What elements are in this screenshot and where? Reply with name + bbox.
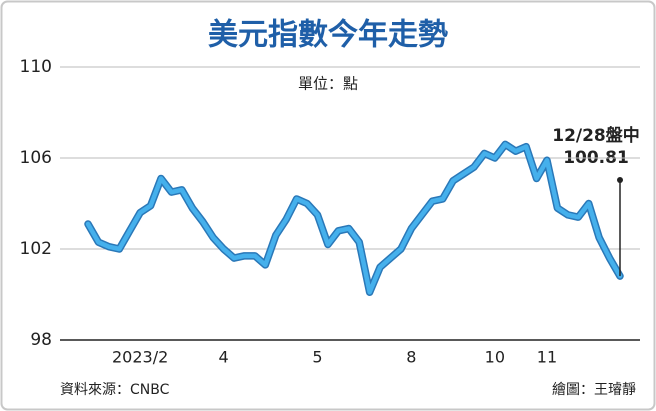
- source: 資料來源：CNBC: [60, 382, 170, 398]
- y-tick-label: 106: [20, 148, 52, 168]
- y-tick-label: 102: [20, 239, 52, 259]
- chart-title: 美元指數今年走勢: [208, 18, 448, 53]
- annotation: 12/28盤中: [552, 125, 640, 146]
- y-tick-label: 98: [30, 330, 52, 350]
- x-tick-label: 5: [312, 348, 322, 367]
- unit-label: 單位：點: [298, 75, 358, 93]
- annotation-dot: [617, 177, 623, 183]
- line: [85, 142, 623, 295]
- x-tick-label: 2023/2: [112, 348, 168, 367]
- x-tick-label: 8: [406, 348, 416, 367]
- y-tick-label: 110: [20, 57, 52, 77]
- x-tick-label: 10: [485, 348, 505, 367]
- x-tick-label: 4: [219, 348, 229, 367]
- credit: 繪圖：王璿靜: [552, 381, 636, 398]
- x-tick-label: 11: [537, 348, 557, 367]
